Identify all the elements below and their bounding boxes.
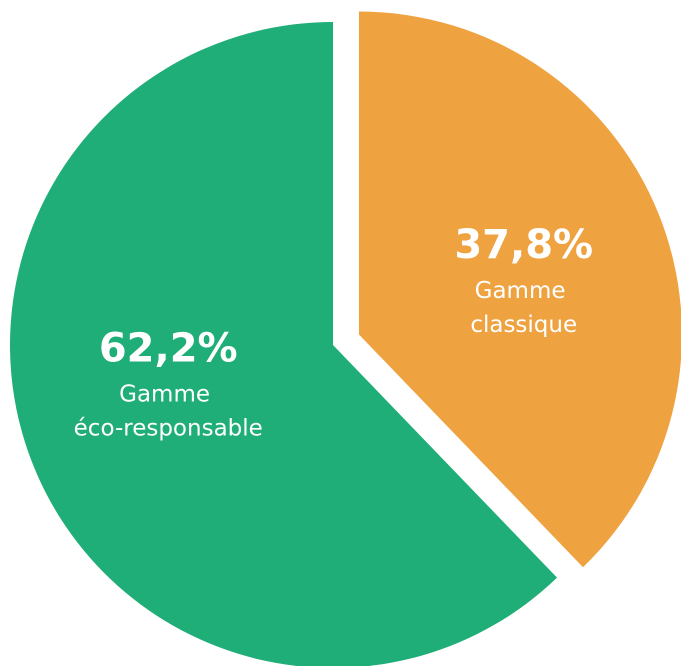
slice-value-label: 37,8% [454, 222, 593, 268]
slice-category-label: Gamme éco-responsable [74, 381, 263, 441]
pie-slice [10, 22, 558, 666]
slice-value-label: 62,2% [99, 325, 238, 371]
pie-slice [358, 11, 681, 568]
slice-category-label: Gamme classique [470, 278, 577, 338]
